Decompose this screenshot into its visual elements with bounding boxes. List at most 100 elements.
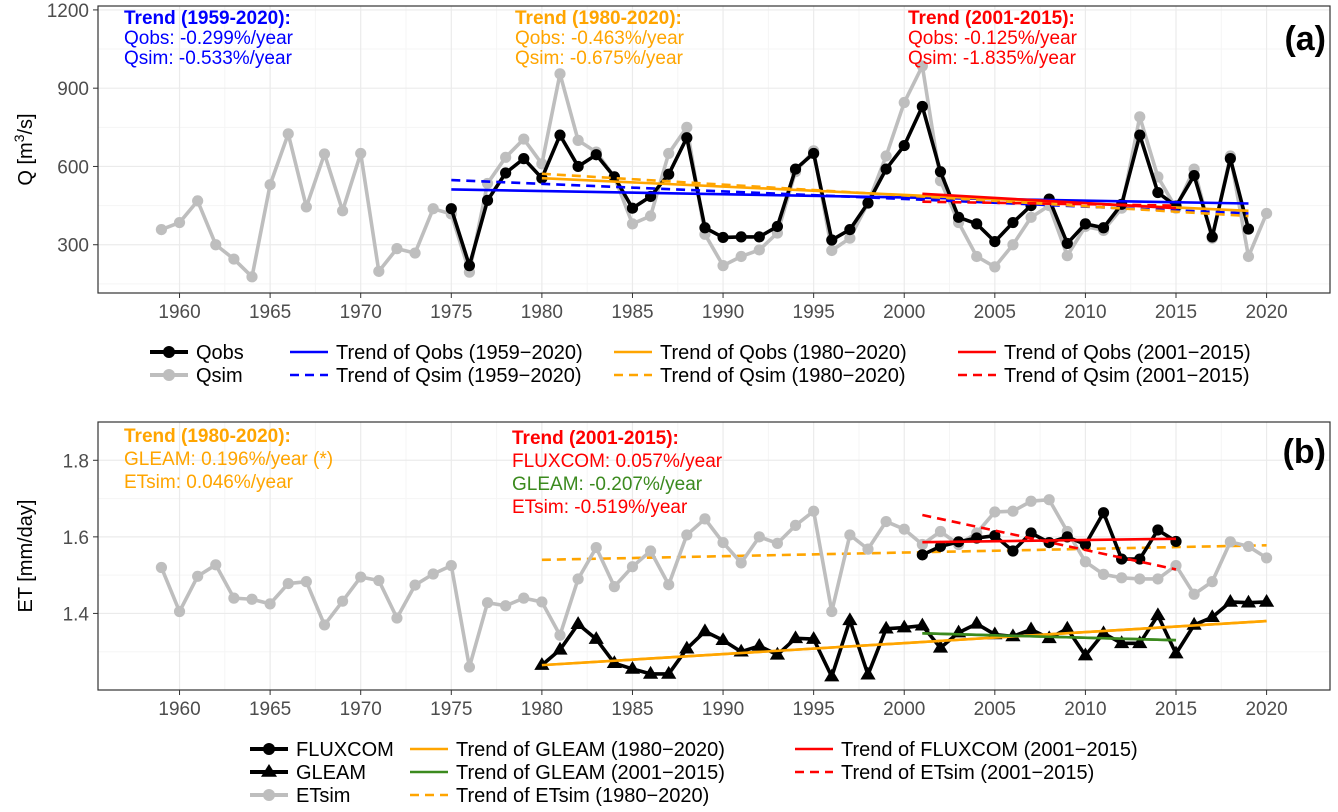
- x-tick-label: 1980: [521, 302, 563, 323]
- etsim-point: [445, 559, 457, 572]
- series-qsim: [155, 60, 1273, 283]
- qobs-point: [1007, 216, 1019, 229]
- qobs-point: [898, 139, 910, 152]
- gleam-point: [679, 640, 695, 654]
- qsim-point: [409, 247, 421, 259]
- plot-area: [155, 60, 1273, 283]
- qsim-point: [500, 151, 512, 163]
- x-tick-label: 2015: [1155, 699, 1197, 720]
- qsim-point: [391, 243, 403, 255]
- qobs-point: [808, 147, 820, 160]
- gleam-point: [878, 620, 894, 634]
- etsim-point: [282, 577, 294, 590]
- x-tick-label: 2005: [974, 699, 1016, 720]
- legend-label: Trend of ETsim (2001−2015): [841, 762, 1094, 784]
- qsim-point: [989, 261, 1001, 273]
- qobs-point: [572, 160, 584, 173]
- x-tick-label: 1960: [158, 699, 200, 720]
- x-tick-label: 2000: [883, 699, 925, 720]
- qobs-point: [971, 218, 983, 230]
- gleam-point: [1204, 609, 1220, 623]
- axes: 1960 1965 1970 1975 1980 1985 1990 1995 2000 2005…: [15, 451, 1288, 720]
- y-tick-label: 1200: [47, 1, 89, 22]
- y-axis-title: Q [m3/s]: [11, 113, 37, 185]
- fluxcom-point: [989, 530, 1001, 542]
- annotation-title: Trend (2001-2015):: [908, 8, 1075, 29]
- panel-label: (a): [1284, 20, 1326, 58]
- legend-label: ETsim: [296, 785, 350, 807]
- qobs-point: [536, 172, 548, 184]
- axes: 1960 1965 1970 1975 1980 1985 1990 1995 2000 2005…: [11, 1, 1288, 323]
- fluxcom-point: [1007, 545, 1019, 557]
- qsim-point: [681, 121, 693, 133]
- fluxcom-point: [1097, 507, 1110, 519]
- qobs-point: [1224, 153, 1236, 165]
- qsim-point: [300, 201, 312, 213]
- qobs-point: [1134, 129, 1146, 141]
- gleam-point: [787, 630, 804, 644]
- trend-line: [541, 172, 1249, 218]
- gleam-point: [697, 623, 713, 637]
- x-tick-label: 1995: [793, 302, 835, 323]
- x-tick-label: 2005: [974, 302, 1016, 323]
- etsim-point: [210, 559, 222, 571]
- qobs-point: [916, 100, 928, 113]
- x-tick-label: 1965: [249, 699, 291, 720]
- plot-area: [155, 494, 1275, 682]
- qsim-point: [155, 223, 168, 236]
- etsim-point: [1097, 568, 1110, 580]
- annotation-title: Trend (1980-2020):: [515, 8, 682, 29]
- y-tick-label: 1.4: [63, 604, 90, 625]
- qobs-point: [717, 231, 729, 244]
- qobs-point: [735, 231, 747, 243]
- etsim-point: [300, 576, 312, 588]
- qsim-point: [192, 195, 204, 207]
- qobs-point: [626, 202, 639, 214]
- etsim-point: [1025, 495, 1037, 507]
- x-tick-label: 1990: [702, 302, 744, 323]
- qobs-point: [1188, 169, 1200, 182]
- legend-label: Trend of GLEAM (1980−2020): [456, 739, 725, 761]
- legend-key-marker: [263, 789, 275, 801]
- series-gleam: [534, 593, 1275, 682]
- etsim-point: [862, 543, 874, 555]
- legend-label: Trend of GLEAM (2001−2015): [456, 762, 725, 784]
- fluxcom-point: [1079, 538, 1092, 551]
- qobs-point: [826, 234, 838, 246]
- etsim-point: [1007, 505, 1019, 517]
- qobs-point: [590, 149, 602, 161]
- annotation-line: GLEAM: -0.207%/year: [512, 474, 703, 495]
- fluxcom-point: [1152, 524, 1164, 536]
- etsim-point: [626, 561, 639, 573]
- qsim-point: [355, 147, 367, 160]
- trend-line: [922, 200, 1177, 207]
- qobs-point: [1097, 222, 1110, 234]
- annotation-line: FLUXCOM: 0.057%/year: [512, 451, 723, 472]
- qsim-point: [572, 134, 584, 146]
- legend-label: Trend of Qsim (1959−2020): [336, 365, 582, 387]
- etsim-point: [989, 506, 1001, 518]
- qsim-point: [880, 150, 892, 162]
- etsim-point: [1079, 556, 1092, 568]
- fluxcom-point: [934, 540, 947, 553]
- etsim-point: [1134, 573, 1146, 585]
- gleam-point: [932, 639, 949, 653]
- panel-border: [97, 421, 1331, 691]
- gleam-point: [534, 657, 550, 670]
- legend-key-marker: [261, 764, 277, 777]
- qsim-point: [717, 260, 729, 272]
- gleam-point: [969, 615, 985, 629]
- etsim-point: [173, 605, 186, 618]
- qsim-point: [282, 128, 294, 140]
- qsim-point: [1134, 111, 1146, 123]
- y-axis-title-part: /s]: [15, 113, 37, 134]
- etsim-point: [699, 513, 711, 525]
- etsim-point: [844, 529, 856, 541]
- etsim-point: [1043, 494, 1055, 506]
- qobs-point: [1152, 186, 1164, 199]
- etsim-point: [463, 661, 476, 673]
- gleam-point: [715, 632, 731, 646]
- x-tick-label: 2020: [1245, 302, 1287, 323]
- legend-key-marker: [263, 743, 275, 755]
